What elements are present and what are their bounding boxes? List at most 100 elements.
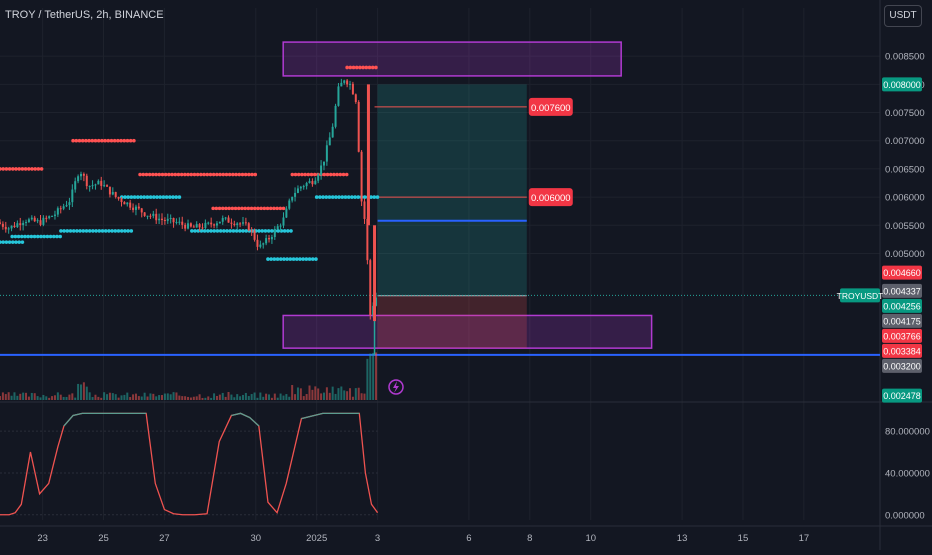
support-dot	[51, 234, 56, 239]
resistance-dot	[119, 138, 123, 143]
volume-bar	[308, 385, 311, 400]
volume-bar	[195, 396, 198, 400]
resistance-dot	[240, 206, 244, 211]
resistance-dot	[138, 172, 142, 177]
candle-body	[30, 217, 33, 220]
candle-body	[129, 202, 132, 208]
zones	[282, 41, 653, 349]
resistance-dot	[250, 172, 254, 177]
volume-bar	[268, 394, 271, 400]
support-dot	[139, 195, 143, 199]
volume-bar	[146, 396, 149, 400]
support-dot	[65, 229, 70, 233]
time-tick: 8	[527, 533, 532, 544]
candle-body	[375, 297, 378, 306]
candle-body	[42, 217, 45, 225]
support-dot	[228, 229, 233, 233]
candle-body	[163, 220, 166, 222]
price-badge-text: 0.003766	[883, 331, 921, 341]
resistance-dot	[243, 172, 248, 177]
candle-body	[74, 181, 77, 190]
volume-bar	[262, 396, 265, 400]
support-dot	[148, 195, 153, 199]
volume-bar	[325, 387, 328, 400]
time-tick: 30	[250, 533, 261, 544]
volume-bar	[134, 393, 137, 400]
support-dot	[84, 229, 89, 233]
resistance-dot	[154, 172, 158, 177]
volume-bar	[192, 396, 195, 400]
support-dot	[164, 195, 169, 199]
price-axis[interactable]: 0.008500 0.008000 0.007500 0.007000 0.006500…	[837, 52, 930, 522]
price-tick: 0.008500	[885, 52, 925, 63]
resistance-dot	[208, 172, 213, 177]
support-dot	[20, 240, 25, 244]
candle-body	[181, 221, 184, 225]
support-dot	[337, 195, 341, 199]
candle-body	[236, 223, 239, 226]
candle-body	[0, 222, 1, 224]
resistance-dot	[361, 65, 365, 70]
resistance-dot	[109, 138, 114, 143]
support-dot	[275, 257, 280, 261]
support-dot	[218, 229, 223, 233]
volume-bar	[39, 397, 42, 400]
candle-body	[244, 222, 247, 224]
candle-body	[59, 208, 62, 210]
volume-bar	[285, 394, 288, 400]
support-dot	[87, 229, 92, 233]
resistance-dot	[243, 206, 247, 211]
time-tick: 15	[738, 533, 749, 544]
candle-body	[230, 222, 233, 224]
volume-bar	[265, 393, 268, 400]
support-dot	[158, 195, 162, 199]
support-dot	[282, 229, 287, 233]
crash-candle	[366, 84, 370, 226]
volume-bar	[42, 394, 45, 400]
support-dot	[225, 229, 229, 233]
candle-body	[349, 83, 352, 85]
volume-bar	[282, 395, 285, 400]
stop-zone	[377, 295, 527, 349]
candle-body	[189, 223, 192, 227]
candle-body	[56, 208, 59, 215]
resistance-dot	[96, 138, 101, 143]
resistance-dot	[221, 172, 226, 177]
volume-bar	[10, 395, 13, 400]
resistance-dot	[106, 138, 111, 143]
support-dot	[307, 257, 312, 261]
support-dot	[58, 234, 62, 239]
support-dot	[294, 257, 299, 261]
candle-body	[137, 206, 140, 209]
candle-body	[357, 101, 360, 152]
resistance-dot	[300, 172, 304, 177]
time-axis[interactable]: 23 25 27 30 2025 3 6 8 10 13 15 17	[37, 533, 809, 544]
lightning-icon[interactable]	[388, 379, 404, 395]
candle-body	[114, 192, 117, 197]
support-dot	[171, 195, 175, 199]
candle-body	[360, 151, 363, 202]
resistance-dot	[322, 172, 327, 177]
candle-body	[100, 180, 103, 186]
support-dot	[353, 195, 357, 199]
volume-bar	[360, 393, 363, 400]
resistance-dot	[33, 167, 37, 171]
price-badge: 0.004175	[882, 313, 922, 328]
volume-bar	[4, 394, 7, 400]
volume-bar	[94, 394, 97, 400]
currency-button[interactable]: USDT	[884, 5, 922, 27]
candle-body	[320, 165, 323, 175]
resistance-dot	[132, 138, 136, 143]
support-dot	[55, 234, 59, 239]
volume-bar	[354, 388, 357, 400]
support-dot	[269, 257, 273, 261]
candle-body	[279, 225, 282, 227]
volume-bar	[0, 396, 1, 400]
support-dot	[129, 229, 134, 233]
resistance-dot	[116, 138, 120, 143]
resistance-dot	[186, 172, 190, 177]
resistance-dot	[211, 206, 215, 211]
candle-body	[317, 174, 320, 181]
